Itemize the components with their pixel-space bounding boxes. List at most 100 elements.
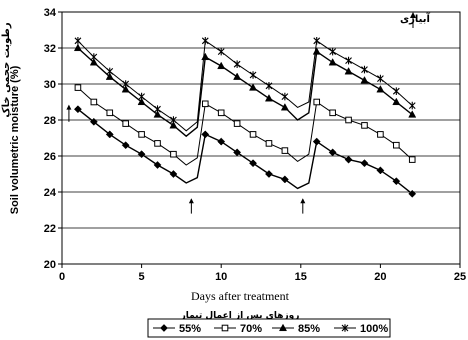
data-point-70pct-day-3 bbox=[106, 109, 114, 117]
data-point-85pct-day-21 bbox=[392, 97, 401, 106]
data-point-55pct-day-16 bbox=[312, 137, 321, 146]
data-point-85pct-day-4 bbox=[121, 85, 130, 93]
legend-marker-55pct bbox=[160, 324, 168, 332]
data-point-100pct-day-22 bbox=[408, 101, 416, 110]
irrigation-arrow-head-day-15 bbox=[300, 198, 306, 204]
data-point-55pct-day-14 bbox=[280, 175, 289, 184]
y-tick-label-26: 26 bbox=[44, 151, 56, 163]
data-point-85pct-day-16 bbox=[312, 47, 321, 55]
data-point-100pct-day-20 bbox=[377, 74, 384, 83]
x-tick-label-5: 5 bbox=[139, 271, 145, 283]
data-point-70pct-day-7 bbox=[170, 150, 177, 158]
data-point-100pct-day-13 bbox=[265, 82, 273, 90]
data-point-55pct-day-10 bbox=[217, 137, 226, 146]
data-point-100pct-day-12 bbox=[249, 71, 257, 79]
data-point-100pct-day-18 bbox=[345, 56, 352, 65]
series-70pct bbox=[74, 84, 416, 166]
irrigation-arrow-head-day-8 bbox=[188, 198, 194, 204]
legend-marker-100pct bbox=[341, 324, 349, 332]
data-point-70pct-day-11 bbox=[233, 120, 241, 127]
legend-box bbox=[147, 318, 391, 338]
irrigation-arrow-head-day-1 bbox=[66, 104, 72, 110]
x-axis-title: Days after treatment bbox=[191, 289, 290, 303]
data-point-100pct-day-5 bbox=[138, 92, 145, 101]
data-point-85pct-day-13 bbox=[264, 94, 273, 102]
data-point-70pct-day-6 bbox=[154, 140, 161, 147]
data-point-100pct-day-11 bbox=[233, 60, 241, 68]
data-point-85pct-day-11 bbox=[233, 72, 242, 80]
data-point-55pct-day-1 bbox=[73, 105, 82, 114]
data-point-55pct-day-7 bbox=[169, 170, 178, 178]
data-point-100pct-day-21 bbox=[392, 87, 400, 95]
y-tick-label-28: 28 bbox=[44, 115, 56, 127]
data-point-100pct-day-14 bbox=[281, 92, 289, 101]
x-tick-label-20: 20 bbox=[374, 271, 386, 283]
data-point-70pct-day-2 bbox=[90, 98, 98, 106]
data-point-100pct-day-1 bbox=[74, 37, 82, 45]
data-point-70pct-day-12 bbox=[249, 131, 257, 138]
irrigation-label: آبیاری bbox=[400, 12, 431, 25]
irrigation-markers bbox=[66, 104, 306, 214]
series-100pct bbox=[74, 37, 416, 132]
x-axis-title-persian: روزهای پس از اعمال تیمار bbox=[180, 311, 300, 321]
data-point-55pct-day-13 bbox=[265, 170, 273, 178]
data-point-100pct-day-10 bbox=[217, 47, 225, 56]
data-point-85pct-day-9 bbox=[201, 52, 210, 61]
data-point-100pct-day-17 bbox=[329, 47, 337, 56]
data-point-55pct-day-3 bbox=[105, 130, 114, 139]
y-tick-label-22: 22 bbox=[44, 223, 56, 235]
legend-label-55pct: 55% bbox=[179, 323, 201, 335]
data-point-85pct-day-5 bbox=[137, 97, 146, 106]
y-axis-title-persian: رطوبت حجمی خاک bbox=[1, 22, 12, 117]
data-point-85pct-day-2 bbox=[89, 58, 98, 66]
data-point-70pct-day-19 bbox=[361, 122, 368, 129]
series-55pct bbox=[73, 105, 417, 198]
data-point-55pct-day-11 bbox=[233, 148, 242, 157]
legend: 55% 70% 85% 100% bbox=[153, 323, 388, 335]
data-point-85pct-day-20 bbox=[376, 85, 385, 93]
data-point-55pct-day-6 bbox=[153, 161, 162, 169]
data-point-55pct-day-12 bbox=[249, 159, 257, 168]
data-point-85pct-day-10 bbox=[217, 61, 226, 70]
plot-area-frame bbox=[61, 11, 461, 265]
legend-marker-70pct bbox=[221, 324, 229, 332]
x-tick-label-10: 10 bbox=[215, 271, 227, 283]
irrigation-legend-arrowhead bbox=[410, 12, 416, 18]
y-tick-label-32: 32 bbox=[44, 43, 56, 55]
legend-marker-85pct bbox=[278, 323, 288, 332]
data-point-70pct-day-22 bbox=[408, 156, 416, 163]
data-point-100pct-day-6 bbox=[154, 105, 161, 113]
data-point-55pct-day-5 bbox=[137, 150, 146, 159]
data-point-70pct-day-10 bbox=[217, 109, 225, 117]
data-point-70pct-day-1 bbox=[74, 84, 82, 91]
data-point-85pct-day-19 bbox=[360, 76, 369, 84]
data-point-100pct-day-7 bbox=[170, 116, 177, 124]
data-point-55pct-day-2 bbox=[89, 117, 98, 126]
data-point-100pct-day-16 bbox=[313, 37, 321, 45]
y-axis-ticks: 20 22 24 26 28 30 32 34 bbox=[44, 7, 62, 271]
data-point-70pct-day-5 bbox=[138, 131, 145, 138]
data-point-85pct-day-12 bbox=[249, 83, 258, 91]
data-point-55pct-day-18 bbox=[344, 155, 353, 164]
data-point-85pct-day-3 bbox=[105, 72, 114, 80]
data-point-100pct-day-9 bbox=[201, 37, 209, 45]
data-point-85pct-day-6 bbox=[153, 110, 162, 118]
data-point-100pct-day-3 bbox=[106, 67, 114, 76]
x-tick-label-0: 0 bbox=[59, 271, 65, 283]
data-point-100pct-day-19 bbox=[361, 65, 368, 74]
series-layer bbox=[73, 37, 417, 198]
data-point-70pct-day-17 bbox=[329, 109, 336, 117]
data-point-85pct-day-22 bbox=[408, 110, 417, 118]
data-point-70pct-day-16 bbox=[313, 98, 321, 106]
data-point-55pct-day-21 bbox=[392, 177, 401, 186]
data-point-70pct-day-21 bbox=[393, 141, 400, 149]
data-point-100pct-day-4 bbox=[122, 80, 130, 88]
irrigation-annotation: آبیاری bbox=[400, 12, 431, 28]
data-point-70pct-day-13 bbox=[265, 140, 273, 147]
data-point-70pct-day-18 bbox=[345, 116, 352, 124]
data-point-85pct-day-7 bbox=[169, 121, 178, 129]
data-point-85pct-day-1 bbox=[73, 43, 82, 52]
data-point-55pct-day-17 bbox=[328, 148, 337, 157]
data-point-55pct-day-9 bbox=[201, 130, 210, 139]
